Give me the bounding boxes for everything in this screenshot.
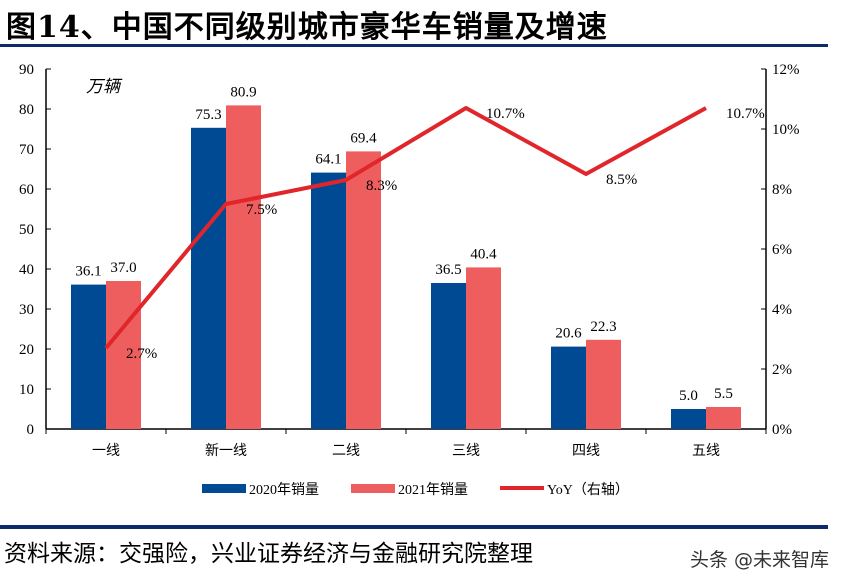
yoy-data-label: 10.7% bbox=[486, 106, 525, 122]
x-tick-label: 新一线 bbox=[205, 443, 247, 459]
left-tick-label: 30 bbox=[19, 302, 34, 318]
bar-2020 bbox=[671, 409, 706, 429]
left-tick-label: 40 bbox=[19, 262, 34, 278]
left-tick-label: 80 bbox=[19, 102, 34, 118]
bar-2021 bbox=[586, 339, 621, 429]
bar-data-label: 80.9 bbox=[230, 84, 256, 100]
x-tick-label: 五线 bbox=[692, 443, 720, 459]
left-tick-label: 0 bbox=[27, 422, 35, 438]
yoy-data-label: 8.3% bbox=[366, 178, 397, 194]
bar-data-label: 5.0 bbox=[679, 388, 698, 404]
right-tick-label: 2% bbox=[772, 362, 792, 378]
bar-2020 bbox=[311, 172, 346, 429]
bar-data-label: 69.4 bbox=[350, 130, 377, 146]
bar-data-label: 40.4 bbox=[470, 246, 497, 262]
source-note: 资料来源：交强险，兴业证券经济与金融研究院整理 bbox=[4, 541, 533, 567]
bar-data-label: 75.3 bbox=[195, 107, 221, 123]
legend-label: 2020年销量 bbox=[249, 482, 319, 498]
left-tick-label: 90 bbox=[19, 62, 34, 78]
bar-data-label: 20.6 bbox=[555, 326, 582, 342]
x-tick-label: 一线 bbox=[92, 443, 120, 459]
bar-data-label: 37.0 bbox=[110, 260, 136, 276]
bar-2021 bbox=[706, 407, 741, 429]
yoy-data-label: 2.7% bbox=[126, 346, 157, 362]
chart-title: 图14、中国不同级别城市豪华车销量及增速 bbox=[6, 10, 608, 45]
x-tick-label: 三线 bbox=[452, 443, 480, 459]
bar-2021 bbox=[226, 105, 261, 430]
bar-2020 bbox=[191, 127, 226, 430]
legend-label: 2021年销量 bbox=[398, 482, 468, 498]
right-tick-label: 0% bbox=[772, 422, 792, 438]
legend-swatch bbox=[351, 484, 395, 493]
right-tick-label: 4% bbox=[772, 302, 792, 318]
x-tick-label: 四线 bbox=[572, 443, 600, 459]
watermark: 头条 @未来智库 bbox=[690, 549, 830, 571]
left-tick-label: 70 bbox=[19, 142, 34, 158]
bar-2020 bbox=[551, 346, 586, 429]
x-tick-label: 二线 bbox=[332, 443, 360, 459]
right-tick-label: 8% bbox=[772, 182, 792, 198]
right-tick-label: 6% bbox=[772, 242, 792, 258]
right-tick-label: 10% bbox=[772, 122, 800, 138]
yoy-data-label: 10.7% bbox=[726, 106, 765, 122]
left-tick-label: 60 bbox=[19, 182, 34, 198]
bar-data-label: 36.1 bbox=[75, 264, 101, 280]
title-divider bbox=[0, 44, 828, 47]
bar-2021 bbox=[106, 281, 141, 429]
bar-data-label: 36.5 bbox=[435, 262, 461, 278]
legend-swatch bbox=[202, 484, 246, 493]
right-tick-label: 12% bbox=[772, 62, 800, 78]
left-tick-label: 10 bbox=[19, 382, 34, 398]
bar-2021 bbox=[466, 267, 501, 429]
left-tick-label: 50 bbox=[19, 222, 34, 238]
unit-label: 万辆 bbox=[86, 77, 123, 96]
bar-data-label: 64.1 bbox=[315, 152, 341, 168]
source-divider bbox=[0, 525, 828, 529]
bar-data-label: 22.3 bbox=[590, 319, 616, 335]
bar-2020 bbox=[71, 284, 106, 429]
bar-2020 bbox=[431, 283, 466, 429]
yoy-data-label: 7.5% bbox=[246, 202, 277, 218]
bar-data-label: 5.5 bbox=[714, 386, 733, 402]
yoy-line bbox=[104, 106, 707, 350]
bar-2021 bbox=[346, 151, 381, 429]
yoy-data-label: 8.5% bbox=[606, 172, 637, 188]
left-tick-label: 20 bbox=[19, 342, 34, 358]
legend-label: YoY（右轴） bbox=[547, 482, 629, 498]
